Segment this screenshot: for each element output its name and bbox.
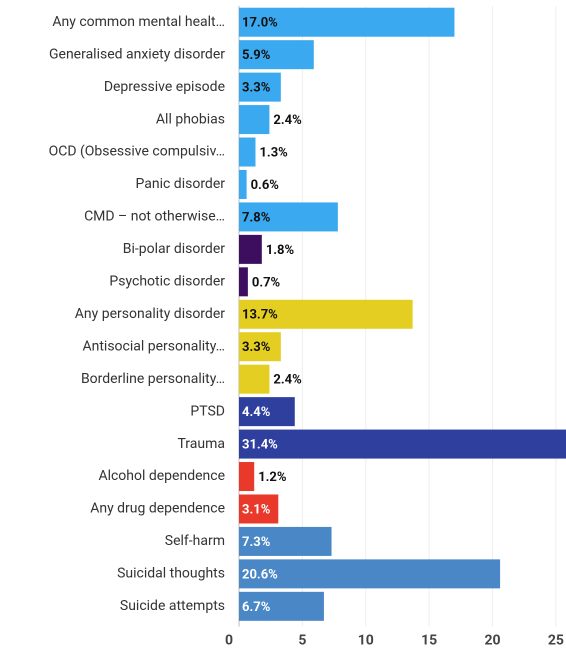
- bar: [239, 364, 270, 394]
- value-label: 0.7%: [252, 275, 281, 290]
- x-tick-label: 10: [358, 633, 374, 649]
- bar: [239, 494, 279, 524]
- bar: [239, 72, 281, 102]
- category-label: Generalised anxiety disorder: [49, 46, 225, 62]
- value-label: 4.4%: [242, 405, 271, 420]
- category-label: PTSD: [190, 403, 225, 419]
- category-label: Psychotic disorder: [109, 274, 225, 290]
- category-label: Alcohol dependence: [98, 468, 225, 484]
- bar: [239, 559, 501, 589]
- category-label: Depressive episode: [104, 79, 225, 95]
- category-label: Trauma: [177, 436, 225, 452]
- value-label: 1.2%: [258, 470, 287, 485]
- category-label: Panic disorder: [136, 176, 226, 192]
- category-label: OCD (Obsessive compulsiv…: [49, 144, 225, 160]
- value-label: 1.8%: [266, 243, 295, 258]
- value-label: 2.4%: [273, 373, 302, 388]
- value-label: 3.3%: [242, 81, 271, 96]
- category-label: CMD – not otherwise…: [84, 209, 225, 225]
- value-label: 1.3%: [259, 145, 288, 160]
- x-tick-label: 5: [298, 633, 306, 649]
- bar: [239, 234, 262, 264]
- bar: [239, 202, 338, 232]
- bar: [239, 462, 255, 492]
- category-label: Antisocial personality…: [82, 338, 225, 354]
- value-label: 0.6%: [251, 178, 280, 193]
- x-tick-label: 20: [484, 633, 500, 649]
- bar: [239, 591, 324, 621]
- bar: [239, 169, 247, 199]
- category-label: Bi-polar disorder: [123, 241, 226, 257]
- bar: [239, 429, 566, 459]
- value-label: 6.7%: [242, 600, 271, 615]
- category-label: Any common mental healt…: [52, 14, 225, 30]
- category-label: Borderline personality…: [81, 371, 225, 387]
- value-label: 13.7%: [242, 308, 278, 323]
- value-label: 7.8%: [242, 210, 271, 225]
- category-label: Suicidal thoughts: [117, 566, 225, 582]
- x-tick-label: 15: [421, 633, 437, 649]
- value-label: 7.3%: [242, 535, 271, 550]
- bar: [239, 299, 413, 329]
- bar: [239, 526, 332, 556]
- x-tick-label: 0: [225, 633, 233, 649]
- category-label: Any personality disorder: [75, 306, 225, 322]
- value-label: 31.4%: [242, 438, 278, 453]
- value-label: 2.4%: [273, 113, 302, 128]
- x-tick-label: 25: [548, 633, 564, 649]
- bar: [239, 7, 455, 37]
- bar: [239, 267, 248, 297]
- value-label: 20.6%: [242, 567, 278, 582]
- category-label: All phobias: [156, 111, 225, 127]
- category-label: Suicide attempts: [120, 598, 225, 614]
- bar: [239, 397, 295, 427]
- category-label: Self-harm: [165, 533, 225, 549]
- bar: [239, 137, 256, 167]
- category-label: Any drug dependence: [90, 501, 225, 517]
- value-label: 17.0%: [242, 16, 278, 31]
- value-label: 3.1%: [242, 502, 271, 517]
- value-label: 5.9%: [242, 48, 271, 63]
- bar: [239, 332, 281, 362]
- bar: [239, 40, 314, 70]
- value-label: 3.3%: [242, 340, 271, 355]
- bar: [239, 105, 270, 135]
